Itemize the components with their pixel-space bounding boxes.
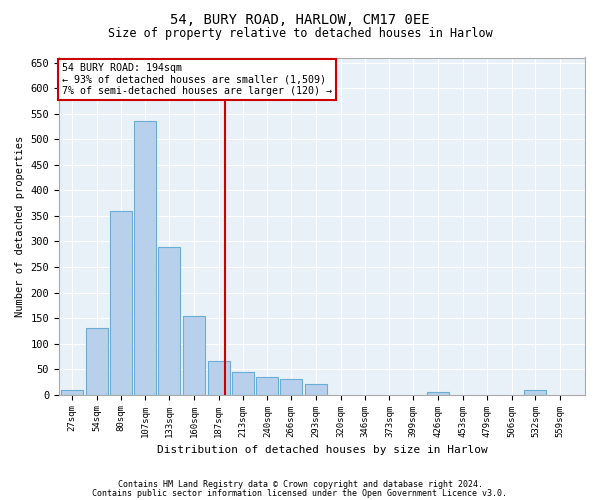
Bar xyxy=(232,372,254,394)
Bar xyxy=(427,392,449,394)
Bar xyxy=(305,384,327,394)
Text: 54, BURY ROAD, HARLOW, CM17 0EE: 54, BURY ROAD, HARLOW, CM17 0EE xyxy=(170,12,430,26)
Bar xyxy=(86,328,107,394)
Text: Contains HM Land Registry data © Crown copyright and database right 2024.: Contains HM Land Registry data © Crown c… xyxy=(118,480,482,489)
Bar xyxy=(158,246,180,394)
Y-axis label: Number of detached properties: Number of detached properties xyxy=(15,136,25,316)
Bar xyxy=(134,122,157,394)
X-axis label: Distribution of detached houses by size in Harlow: Distribution of detached houses by size … xyxy=(157,445,487,455)
Bar xyxy=(256,377,278,394)
Bar xyxy=(110,211,131,394)
Bar xyxy=(61,390,83,394)
Bar xyxy=(183,316,205,394)
Bar xyxy=(524,390,547,394)
Text: Size of property relative to detached houses in Harlow: Size of property relative to detached ho… xyxy=(107,28,493,40)
Text: 54 BURY ROAD: 194sqm
← 93% of detached houses are smaller (1,509)
7% of semi-det: 54 BURY ROAD: 194sqm ← 93% of detached h… xyxy=(62,62,332,96)
Bar xyxy=(280,380,302,394)
Text: Contains public sector information licensed under the Open Government Licence v3: Contains public sector information licen… xyxy=(92,490,508,498)
Bar xyxy=(208,362,230,394)
